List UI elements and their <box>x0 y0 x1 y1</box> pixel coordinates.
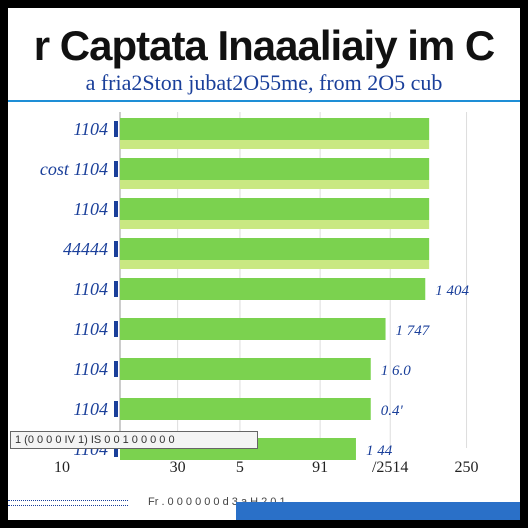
value-label-6: 1 6.0 <box>381 363 412 379</box>
bar-secondary-1 <box>120 180 430 189</box>
category-label-4: 1104 <box>73 279 108 299</box>
footer-accent-bar <box>236 502 520 520</box>
bar-secondary-3 <box>120 260 430 269</box>
x-tick-label-1: 30 <box>170 459 186 476</box>
bar-marker-1 <box>114 161 118 177</box>
bar-marker-0 <box>114 121 118 137</box>
value-label-4: 1 404 <box>435 283 469 299</box>
bar-7 <box>120 398 371 420</box>
category-label-2: 1104 <box>73 199 108 219</box>
bar-5 <box>120 318 386 340</box>
chart-subtitle: a fria2Ston jubat2O55me, from 2O5 cub <box>85 70 443 95</box>
value-label-5: 1 747 <box>396 323 431 339</box>
bar-1 <box>120 158 430 180</box>
subtitle-divider <box>8 100 520 102</box>
bar-0 <box>120 118 430 140</box>
bar-secondary-0 <box>120 140 430 149</box>
category-label-0: 1104 <box>73 119 108 139</box>
bar-marker-4 <box>114 281 118 297</box>
bar-2 <box>120 198 430 220</box>
chart-frame: r Captata Inaaaliaiy im C a fria2Ston ju… <box>8 8 520 520</box>
bar-6 <box>120 358 371 380</box>
x-tick-label-3: 91 <box>312 459 328 476</box>
value-label-7: 0.4' <box>381 403 404 419</box>
bar-secondary-2 <box>120 220 430 229</box>
bar-marker-7 <box>114 401 118 417</box>
category-label-1: cost 1104 <box>40 159 108 179</box>
x-tick-label-2: 5 <box>236 459 244 476</box>
bar-marker-8 <box>114 441 118 457</box>
bar-4 <box>120 278 426 300</box>
bar-marker-2 <box>114 201 118 217</box>
category-label-6: 1104 <box>73 359 108 379</box>
category-label-3: 44444 <box>63 239 108 259</box>
chart-footer: Fr . 0 0 0 0 0 0 d 3 a H 2 0 1 <box>8 494 520 520</box>
value-label-8: 1 44 <box>366 443 393 459</box>
x-tick-label-0: 10 <box>54 459 70 476</box>
category-label-5: 1104 <box>73 319 108 339</box>
category-label-7: 1104 <box>73 399 108 419</box>
x-tick-label-5: 250 <box>455 459 479 476</box>
chart-note: 1 (0 0 0 0 IV 1) IS 0 0 1 0 0 0 0 0 <box>10 431 258 449</box>
bar-marker-5 <box>114 321 118 337</box>
bar-marker-3 <box>114 241 118 257</box>
bar-chart: 1104 cost 1104 1104 44444 1104 1 404 1104 1 747… <box>40 112 479 476</box>
bar-3 <box>120 238 430 260</box>
bar-marker-6 <box>114 361 118 377</box>
footer-dotted-rule <box>8 500 128 506</box>
chart-title: r Captata Inaaaliaiy im C <box>33 22 496 69</box>
x-tick-label-4: /2514 <box>372 459 408 476</box>
